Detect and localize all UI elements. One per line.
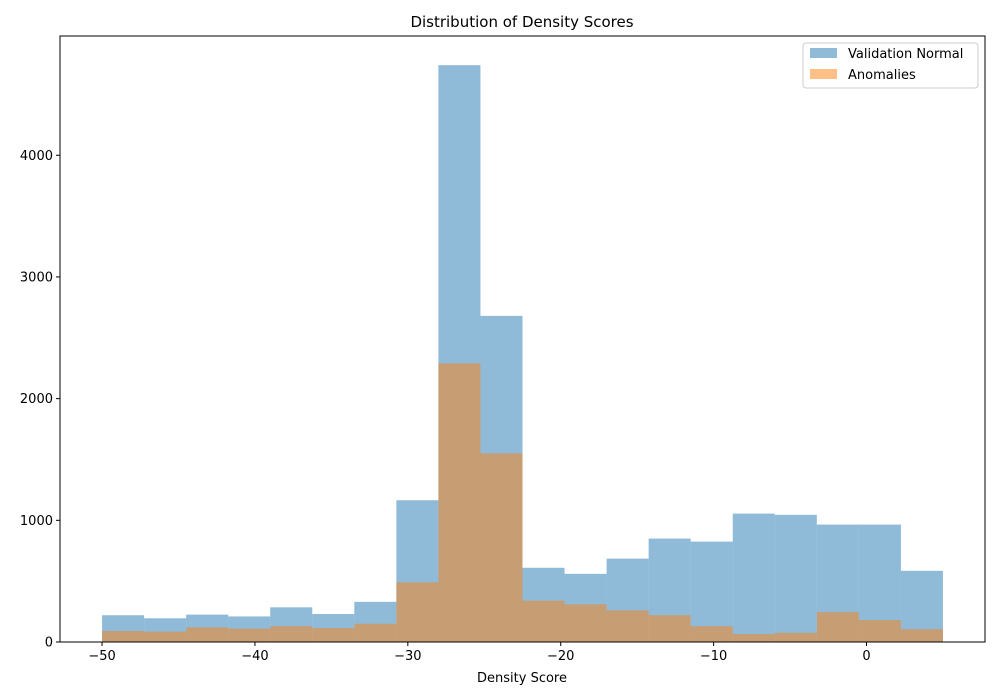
x-axis-label: Density Score (477, 671, 567, 686)
bars-layer (102, 65, 943, 642)
legend-frame (802, 42, 979, 89)
bar-validation-normal-15 (732, 513, 775, 642)
legend-swatch-validation-normal (810, 48, 837, 58)
x-tick-label: −50 (88, 649, 115, 664)
x-tick-label: −20 (547, 649, 574, 664)
bar-anomalies-0 (102, 631, 145, 642)
bar-anomalies-17 (816, 612, 859, 642)
x-tick-label: −10 (700, 649, 727, 664)
bar-validation-normal-16 (774, 514, 817, 642)
bar-anomalies-12 (606, 610, 649, 642)
bar-anomalies-18 (858, 620, 901, 642)
bar-anomalies-9 (480, 453, 523, 642)
bar-anomalies-7 (396, 582, 439, 642)
bar-validation-normal-14 (690, 541, 733, 642)
legend-label-anomalies: Anomalies (848, 68, 916, 83)
legend: Validation Normal Anomalies (802, 42, 979, 89)
bar-anomalies-13 (648, 615, 691, 642)
legend-label-validation-normal: Validation Normal (848, 47, 963, 62)
y-tick-label: 1000 (20, 514, 53, 529)
y-tick-label: 3000 (20, 270, 53, 285)
bar-anomalies-15 (732, 634, 775, 642)
x-axis-ticks: −50 −40 −30 −20 −10 0 (88, 642, 871, 664)
legend-swatch-anomalies (810, 69, 837, 79)
y-tick-label: 2000 (20, 392, 53, 407)
bar-anomalies-5 (312, 628, 355, 642)
chart-title: Distribution of Density Scores (410, 13, 633, 31)
bar-anomalies-4 (270, 626, 313, 642)
bar-anomalies-14 (690, 626, 733, 642)
x-tick-label: −30 (394, 649, 421, 664)
bar-anomalies-8 (438, 363, 481, 642)
x-tick-label: 0 (862, 649, 870, 664)
y-tick-label: 4000 (20, 149, 53, 164)
bar-anomalies-10 (522, 600, 565, 642)
bar-anomalies-19 (900, 629, 943, 642)
y-tick-label: 0 (45, 636, 53, 651)
plot-frame (59, 35, 986, 643)
bar-anomalies-1 (144, 631, 187, 642)
y-axis-ticks: 0 1000 2000 3000 4000 (20, 149, 60, 651)
bar-anomalies-2 (186, 627, 229, 642)
bar-anomalies-11 (564, 604, 607, 642)
x-tick-label: −40 (241, 649, 268, 664)
bar-anomalies-3 (228, 628, 271, 642)
bar-anomalies-6 (354, 623, 397, 642)
bar-anomalies-16 (774, 632, 817, 642)
